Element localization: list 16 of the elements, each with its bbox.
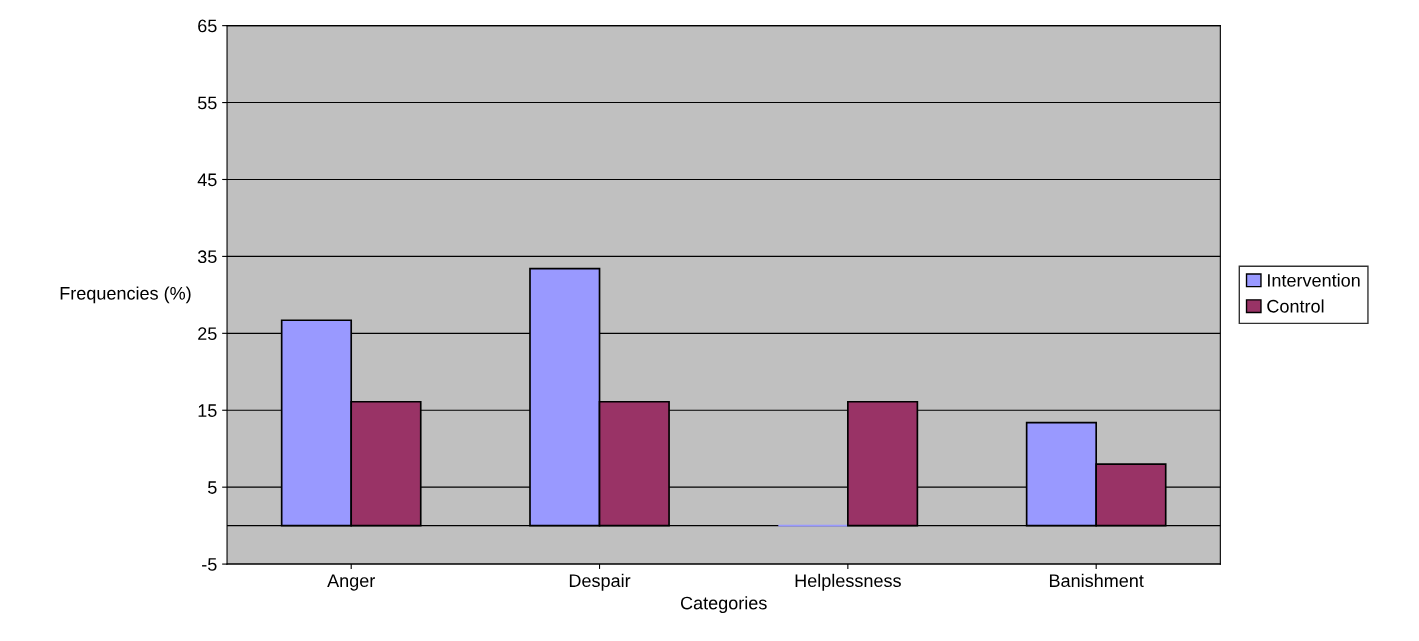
x-tick-label: Banishment	[1049, 573, 1144, 588]
y-tick-label: 65	[198, 19, 217, 33]
legend-label: Control	[1267, 299, 1324, 313]
y-tick-label: 5	[208, 481, 217, 494]
y-tick-label: 45	[197, 173, 217, 187]
legend-label: Intervention	[1268, 273, 1360, 287]
x-tick-label: Helplessness	[795, 573, 901, 591]
y-tick-label: 35	[197, 250, 217, 264]
x-tick-label: Anger	[327, 574, 375, 591]
y-tick-label: 55	[197, 96, 217, 110]
y-tick-label: -5	[202, 558, 217, 571]
x-tick-label: Despair	[569, 573, 631, 591]
y-axis-title: Frequencies (%)	[60, 286, 191, 304]
x-axis-title: Categories	[680, 596, 767, 614]
y-tick-label: 25	[198, 327, 217, 341]
y-tick-label: 15	[198, 404, 217, 417]
